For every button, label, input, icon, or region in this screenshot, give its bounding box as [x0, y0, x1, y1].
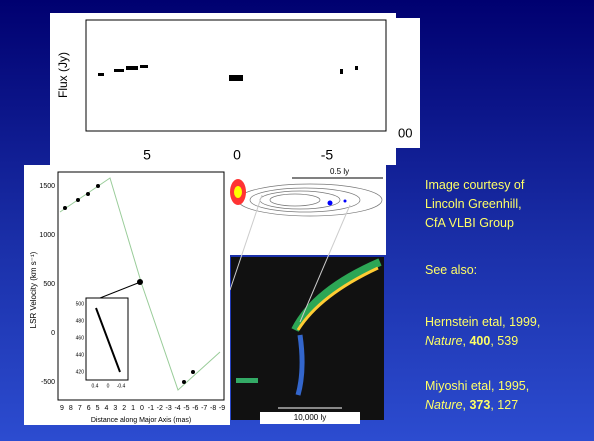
y-tick-label: 500: [43, 281, 55, 288]
x-tick-label: 5: [96, 405, 100, 412]
x-tick-label: -3: [166, 405, 172, 412]
citation: Nature, 373, 127: [425, 398, 519, 412]
x-tick-label: -6: [192, 405, 198, 412]
x-tick-label: 2: [122, 405, 126, 412]
y-tick-label: 1500: [39, 183, 55, 190]
jet-core: [296, 266, 379, 331]
galaxy-image: [231, 257, 384, 420]
x-tick-label: -8: [210, 405, 216, 412]
volume: 373: [469, 398, 491, 412]
x-tick-label: -5: [183, 405, 189, 412]
y-label: LSR Velocity (km s⁻¹): [29, 251, 38, 328]
x-tick-label: -9: [219, 405, 225, 412]
y-tick-label: -500: [41, 379, 55, 386]
credit: Image courtesy of Lincoln Greenhill, CfA…: [425, 176, 524, 233]
authors: Hernstein etal, 1999,: [425, 315, 541, 329]
maser: [343, 199, 347, 203]
x-tick-label: 1: [131, 405, 135, 412]
x-tick-label: 0: [140, 405, 144, 412]
text-line: Lincoln Greenhill,: [425, 197, 522, 211]
see-also: See also:: [425, 263, 478, 277]
flux-frame: [85, 19, 387, 132]
journal: Nature: [425, 334, 463, 348]
x-tick-label: 3: [113, 405, 117, 412]
x-label: Distance along Major Axis (mas): [91, 417, 191, 424]
curve: [59, 177, 221, 391]
inset-x-tick: -0.4: [117, 383, 126, 389]
y-tick-label: 0: [51, 330, 55, 337]
x-tick-label: -1: [148, 405, 154, 412]
blob: [236, 378, 258, 383]
page: , 127: [490, 398, 519, 412]
inset-x-tick: 0: [107, 383, 110, 389]
flux-panel: [50, 13, 396, 165]
fragment-label: 00: [398, 125, 412, 140]
x-tick-label: 0: [233, 147, 241, 163]
inset-pointer: [99, 282, 139, 299]
maser: [327, 200, 333, 206]
x-tick-label: -7: [201, 405, 207, 412]
reference: Hernstein etal, 1999, Nature, 400, 539: [425, 313, 540, 351]
jet-south: [295, 334, 305, 396]
velocity-panel: [24, 165, 230, 425]
page: , 539: [490, 334, 519, 348]
x-tick-label: 9: [60, 405, 64, 412]
flux-spots: [98, 65, 358, 81]
x-tick-label: -4: [174, 405, 180, 412]
zoom-line: [299, 204, 351, 323]
x-tick-label: 6: [87, 405, 91, 412]
scale-box: [260, 412, 360, 424]
inset-points: [95, 307, 121, 373]
y-tick-label: 1000: [39, 232, 55, 239]
scale-label: 0.5 ly: [330, 167, 349, 176]
x-tick-label: 4: [104, 405, 108, 412]
scale-label: 10,000 ly: [294, 413, 326, 422]
x-tick-label: 5: [143, 147, 151, 163]
x-tick-label: -5: [321, 147, 334, 163]
velocity-frame: [57, 171, 225, 401]
inset-y-tick: 500: [76, 301, 85, 307]
journal: Nature: [425, 398, 463, 412]
x-tick-label: 8: [69, 405, 73, 412]
inset-y-tick: 460: [76, 335, 85, 341]
reference: Miyoshi etal, 1995, Nature, 373, 127: [425, 377, 529, 415]
inset-y-tick: 420: [76, 369, 85, 375]
y-label: Flux (Jy): [56, 52, 70, 98]
zoom-line: [229, 194, 263, 291]
text-line: Image courtesy of: [425, 178, 525, 192]
volume: 400: [469, 334, 491, 348]
authors: Miyoshi etal, 1995,: [425, 379, 530, 393]
inset-x-tick: 0.4: [92, 383, 99, 389]
citation: Nature, 400, 539: [425, 334, 519, 348]
x-tick-label: -2: [157, 405, 163, 412]
x-tick-label: 7: [78, 405, 82, 412]
inset-y-tick: 480: [76, 318, 85, 324]
core-inner: [234, 186, 242, 198]
inset-y-tick: 440: [76, 352, 85, 358]
velocity-points: [63, 184, 195, 384]
disk-ellipses: [237, 183, 383, 217]
text-line: CfA VLBI Group: [425, 216, 514, 230]
